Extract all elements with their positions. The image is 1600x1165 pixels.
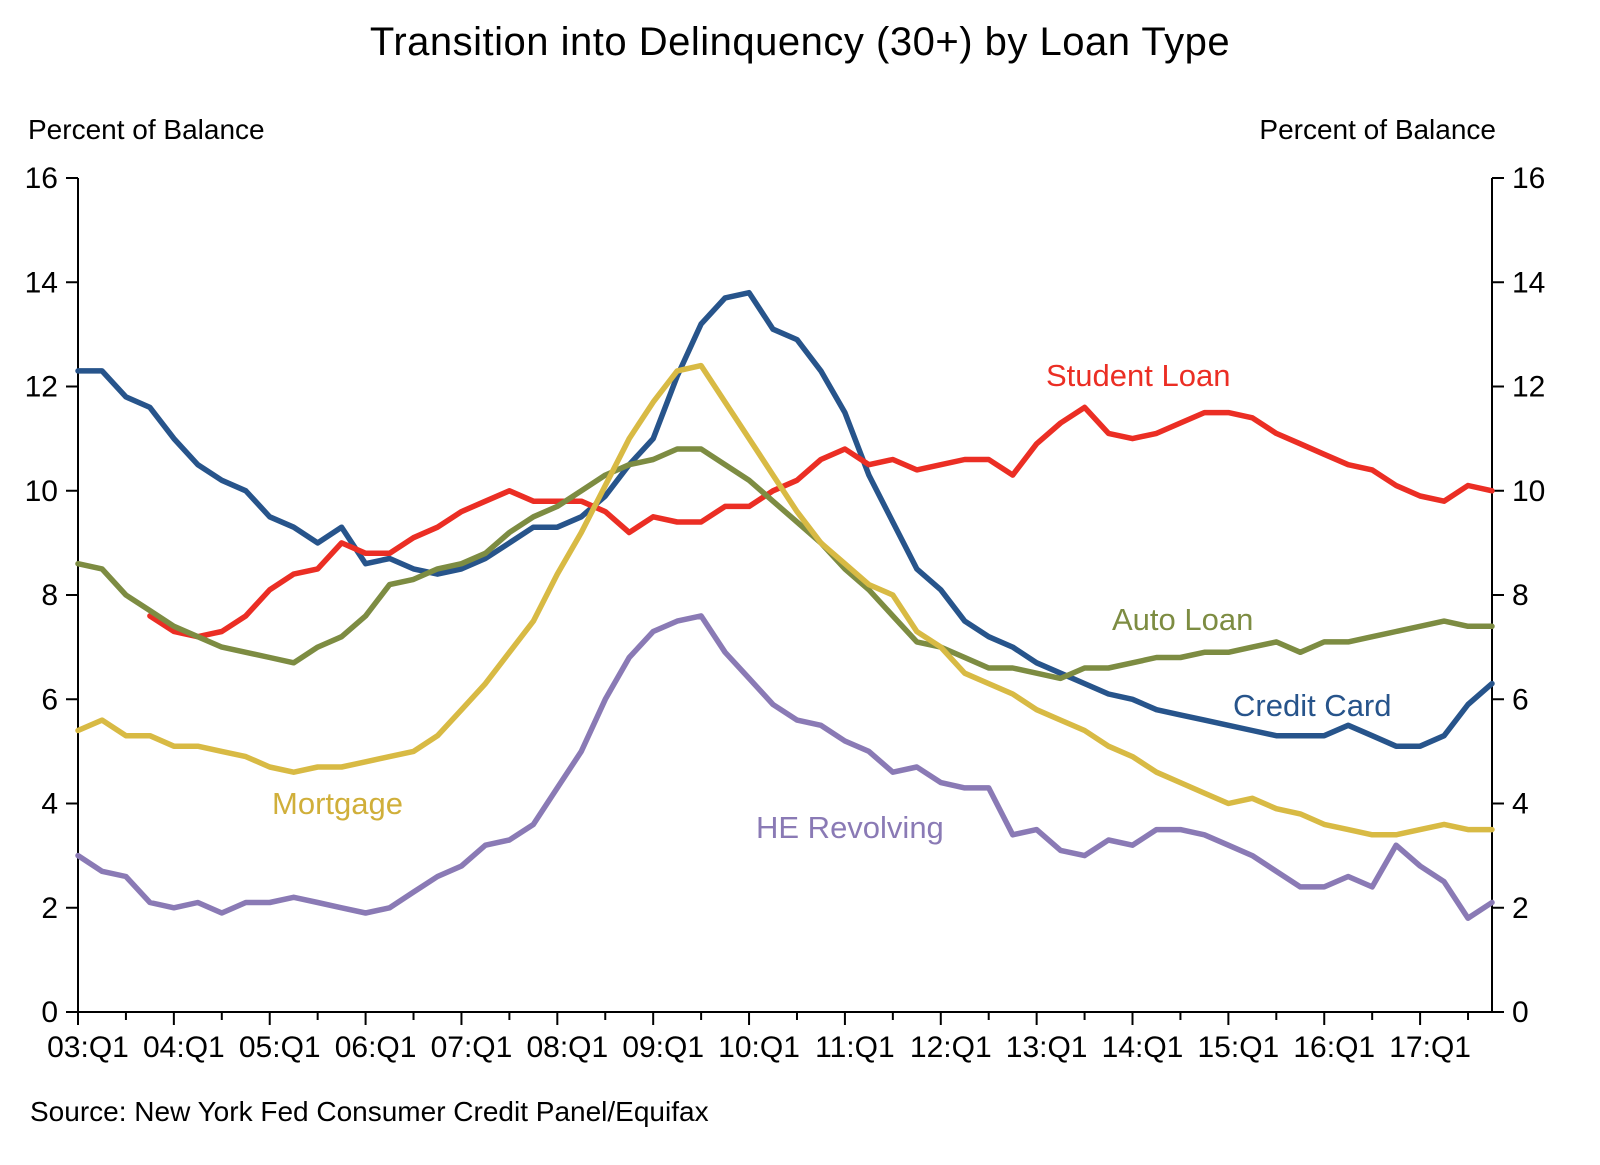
x-tick-label: 14:Q1 — [1102, 1031, 1184, 1064]
series-line-credit-card — [75, 289, 1495, 749]
x-tick-label: 03:Q1 — [47, 1031, 129, 1064]
series-line-student-loan — [147, 404, 1495, 640]
x-tick-label: 10:Q1 — [718, 1031, 800, 1064]
x-tick-label: 07:Q1 — [431, 1031, 513, 1064]
series-line-mortgage — [75, 362, 1495, 838]
x-tick-label: 17:Q1 — [1389, 1031, 1471, 1064]
y-tick-label-left: 2 — [41, 892, 58, 925]
series-line-he-revolving — [75, 613, 1495, 921]
x-tick-label: 13:Q1 — [1006, 1031, 1088, 1064]
y-tick-label-right: 0 — [1512, 996, 1529, 1029]
left-axis-title: Percent of Balance — [28, 114, 265, 145]
series-label-student-loan: Student Loan — [1046, 358, 1231, 393]
y-tick-label-right: 4 — [1512, 788, 1529, 821]
y-tick-label-left: 8 — [41, 579, 58, 612]
series-label-he-revolving: HE Revolving — [756, 810, 944, 845]
x-tick-label: 04:Q1 — [143, 1031, 225, 1064]
series-label-credit-card: Credit Card — [1233, 688, 1392, 723]
x-tick-label: 05:Q1 — [239, 1031, 321, 1064]
y-tick-label-left: 6 — [41, 683, 58, 716]
y-tick-label-right: 6 — [1512, 683, 1529, 716]
y-tick-label-left: 14 — [25, 266, 58, 299]
x-tick-label: 11:Q1 — [815, 1031, 895, 1064]
y-tick-label-left: 0 — [41, 996, 58, 1029]
x-tick-label: 15:Q1 — [1198, 1031, 1280, 1064]
x-tick-label: 06:Q1 — [335, 1031, 417, 1064]
series-line-auto-loan — [75, 446, 1495, 682]
y-tick-label-right: 16 — [1512, 162, 1545, 195]
x-tick-label: 16:Q1 — [1293, 1031, 1375, 1064]
y-tick-label-left: 10 — [25, 475, 58, 508]
axis-frame — [77, 178, 1493, 1013]
series-label-mortgage: Mortgage — [272, 786, 403, 821]
series-label-auto-loan: Auto Loan — [1112, 602, 1254, 637]
y-tick-label-right: 10 — [1512, 475, 1545, 508]
y-tick-label-right: 12 — [1512, 371, 1545, 404]
right-axis-title: Percent of Balance — [1259, 114, 1496, 145]
x-tick-label: 12:Q1 — [910, 1031, 992, 1064]
y-tick-label-left: 4 — [41, 788, 58, 821]
source-note: Source: New York Fed Consumer Credit Pan… — [30, 1096, 709, 1127]
x-tick-label: 08:Q1 — [526, 1031, 608, 1064]
chart-title: Transition into Delinquency (30+) by Loa… — [369, 20, 1231, 64]
x-tick-label: 09:Q1 — [622, 1031, 704, 1064]
y-tick-label-left: 12 — [25, 371, 58, 404]
y-tick-label-right: 14 — [1512, 266, 1545, 299]
y-tick-label-right: 2 — [1512, 892, 1529, 925]
y-tick-label-right: 8 — [1512, 579, 1529, 612]
y-tick-label-left: 16 — [25, 162, 58, 195]
